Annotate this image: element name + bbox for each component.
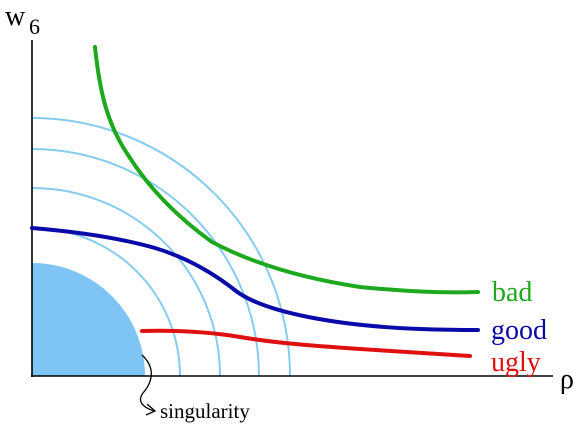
ugly-label: ugly <box>491 347 541 378</box>
ugly-curve <box>142 331 470 356</box>
x-axis-label: ρ <box>560 364 574 395</box>
singularity-label: singularity <box>160 399 250 423</box>
y-axis-label: w <box>5 1 26 32</box>
bad-curve <box>95 47 478 292</box>
y-axis-label-subscript: 6 <box>29 14 40 39</box>
singularity-region <box>32 263 145 376</box>
good-label: good <box>491 315 547 346</box>
bad-label: bad <box>492 277 532 308</box>
